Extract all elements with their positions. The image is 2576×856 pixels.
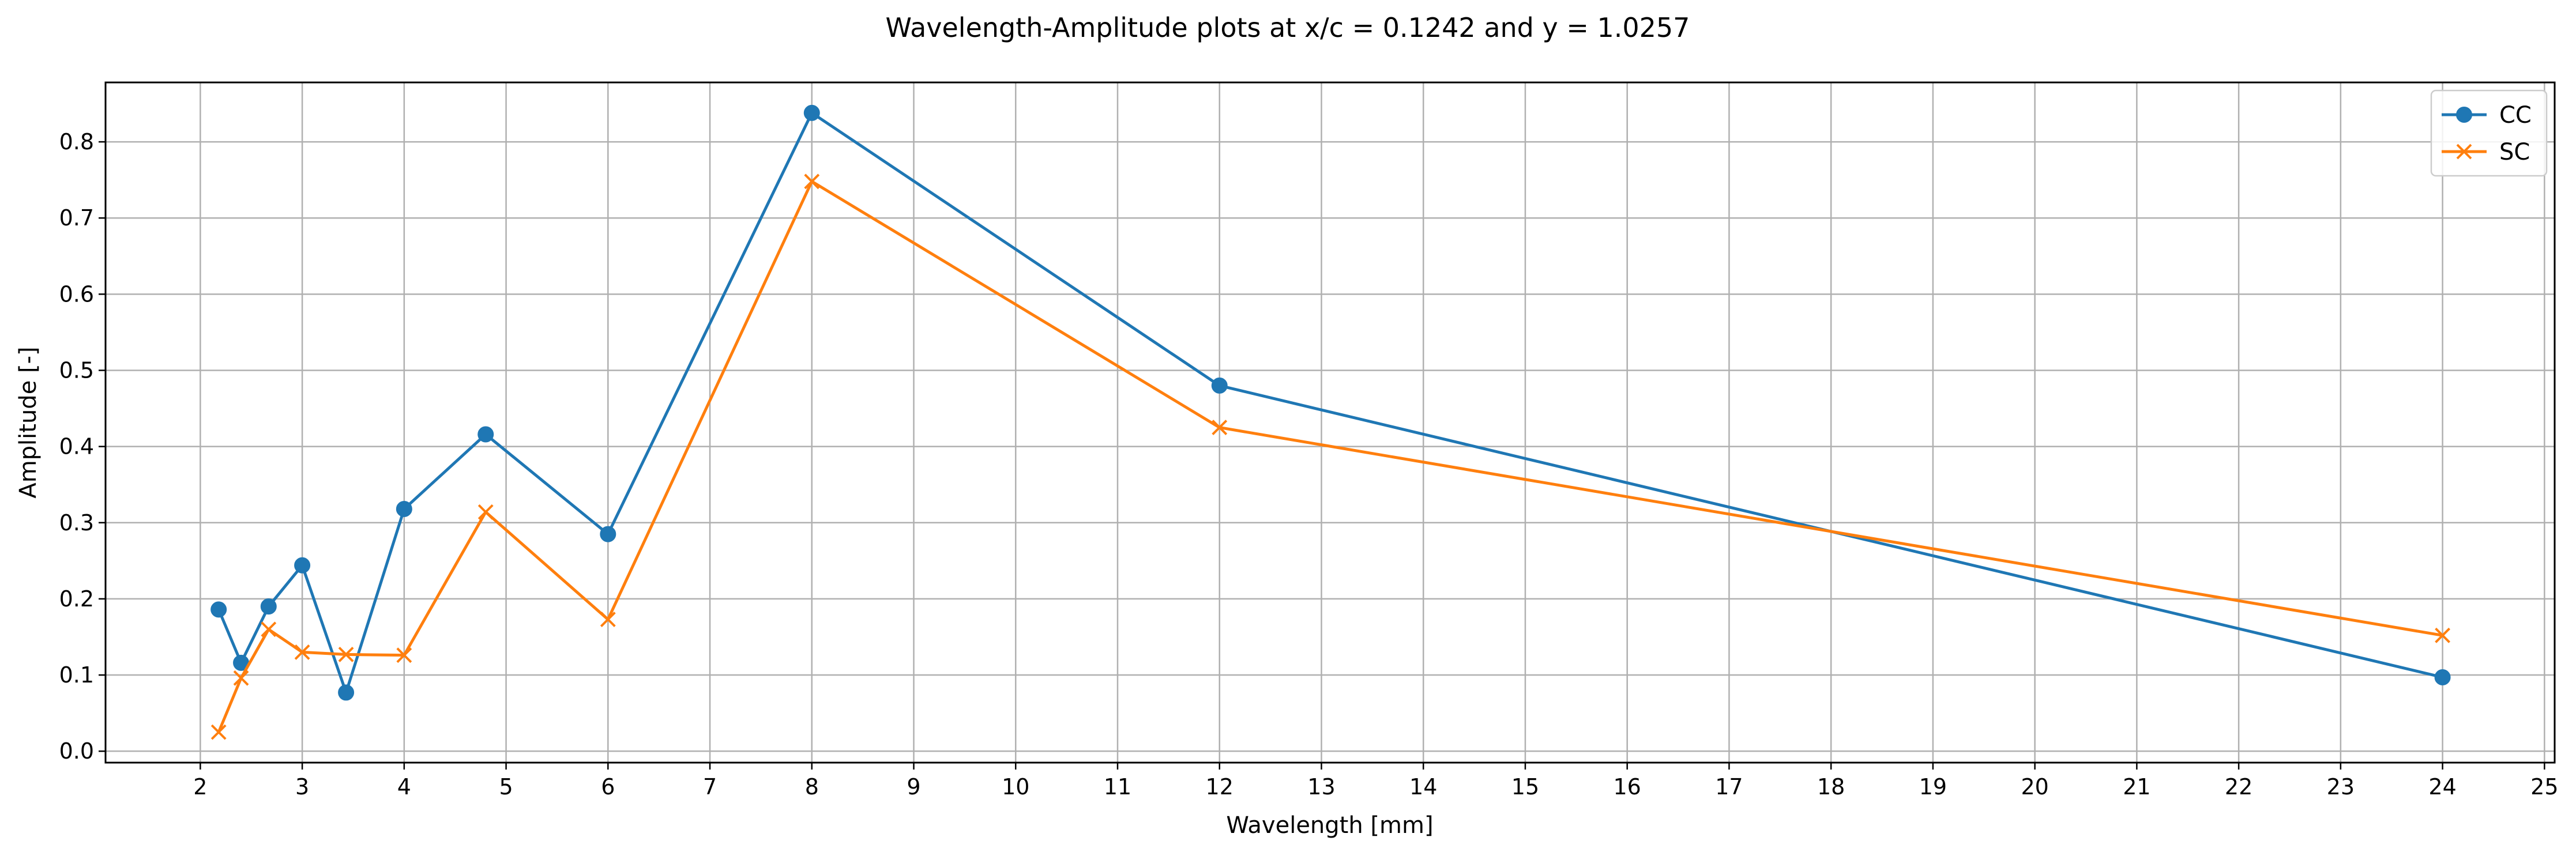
- series-cc-point: [338, 684, 355, 701]
- x-tick-label: 24: [2428, 774, 2456, 800]
- x-tick-label: 8: [805, 774, 819, 800]
- y-tick-label: 0.5: [59, 357, 94, 383]
- y-tick-label: 0.6: [59, 281, 94, 307]
- chart-title: Wavelength-Amplitude plots at x/c = 0.12…: [886, 12, 1690, 43]
- x-tick-label: 12: [1206, 774, 1234, 800]
- series-sc-point: [294, 644, 310, 660]
- series-cc-point: [477, 426, 494, 443]
- x-tick-label: 23: [2327, 774, 2355, 800]
- legend-label-sc: SC: [2499, 139, 2530, 165]
- x-tick-label: 22: [2225, 774, 2252, 800]
- legend-marker-cc: [2456, 107, 2472, 123]
- legend-item-sc: SC: [2442, 139, 2530, 165]
- x-tick-label: 25: [2530, 774, 2558, 800]
- series-sc-point: [2435, 627, 2451, 643]
- series-sc-point: [210, 724, 227, 740]
- legend: CC SC: [2430, 89, 2548, 177]
- legend-item-cc: CC: [2442, 102, 2532, 129]
- series-sc-point: [233, 670, 249, 686]
- series-sc-point: [338, 646, 354, 662]
- series-cc-point: [600, 526, 616, 542]
- series-cc-point: [260, 598, 277, 615]
- series-cc-point: [210, 601, 227, 618]
- x-tick-label: 17: [1715, 774, 1743, 800]
- x-tick-label: 15: [1511, 774, 1539, 800]
- series-sc-point: [804, 174, 820, 190]
- series-sc-point: [261, 621, 277, 638]
- series-cc-point: [2434, 669, 2451, 686]
- series-cc-point: [803, 104, 820, 121]
- x-tick-label: 21: [2123, 774, 2150, 800]
- x-tick-label: 6: [601, 774, 615, 800]
- x-tick-label: 9: [907, 774, 920, 800]
- ticks: 2 3 4 5 6 7 8 9 10 11 12 13 14 15 16 17 18 19 20 21 22 23 24 25…: [59, 129, 2559, 800]
- legend-marker-sc: [2456, 144, 2472, 160]
- y-tick-label: 0.4: [59, 434, 94, 459]
- x-tick-label: 19: [1919, 774, 1947, 800]
- series-sc-point: [477, 504, 494, 520]
- series-sc-point: [600, 612, 616, 627]
- x-tick-label: 3: [295, 774, 309, 800]
- series-sc-line: [217, 180, 2443, 733]
- series-cc-point: [1211, 377, 1228, 394]
- x-axis-label: Wavelength [mm]: [1226, 812, 1433, 839]
- series-cc-point: [294, 557, 311, 574]
- y-tick-label: 0.7: [59, 205, 94, 231]
- series-sc-point: [1212, 420, 1228, 436]
- x-tick-label: 18: [1817, 774, 1845, 800]
- x-tick-label: 4: [397, 774, 411, 800]
- x-tick-label: 7: [703, 774, 717, 800]
- x-tick-label: 5: [499, 774, 513, 800]
- series-layer: [210, 104, 2451, 740]
- y-tick-label: 0.1: [59, 662, 94, 688]
- x-tick-label: 14: [1409, 774, 1437, 800]
- y-tick-label: 0.0: [59, 738, 94, 764]
- series-sc-point: [396, 647, 412, 663]
- series-cc-point: [396, 500, 412, 517]
- y-tick-label: 0.3: [59, 510, 94, 536]
- series-cc-line: [217, 111, 2443, 694]
- y-tick-label: 0.2: [59, 586, 94, 612]
- series-cc: [210, 104, 2451, 701]
- grid: [106, 82, 2555, 763]
- legend-label-cc: CC: [2499, 102, 2532, 129]
- series-sc: [210, 174, 2451, 740]
- x-tick-label: 13: [1307, 774, 1335, 800]
- x-tick-label: 11: [1104, 774, 1131, 800]
- x-tick-label: 2: [193, 774, 207, 800]
- y-tick-label: 0.8: [59, 129, 94, 154]
- x-tick-label: 20: [2021, 774, 2048, 800]
- y-axis-label: Amplitude [-]: [15, 346, 42, 498]
- plot-frame: [104, 81, 2556, 764]
- x-tick-label: 10: [1002, 774, 1029, 800]
- x-tick-label: 16: [1614, 774, 1641, 800]
